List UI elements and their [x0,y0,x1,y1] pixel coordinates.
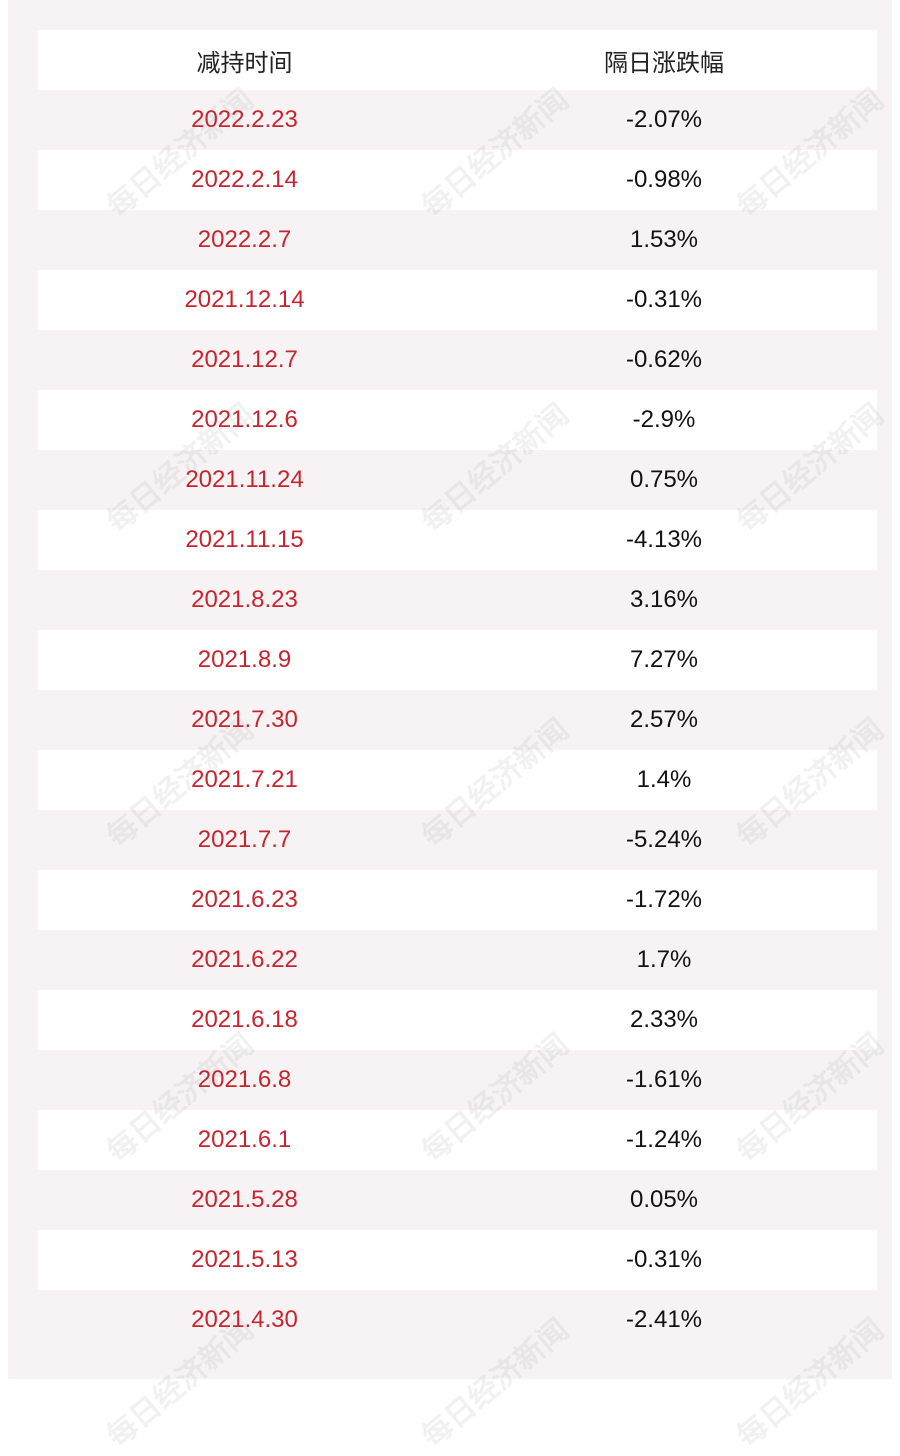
row-change: -0.31% [625,286,703,313]
row-date: 2021.6.1 [197,1126,292,1153]
row-date: 2021.4.30 [191,1306,298,1333]
row-change: -1.61% [625,1066,703,1093]
row-date: 2021.7.21 [191,766,298,793]
row-date: 2021.12.6 [191,406,298,433]
row-date: 2021.8.9 [197,646,292,673]
row-date: 2021.5.13 [191,1246,298,1273]
row-change: -2.41% [625,1306,703,1333]
row-date: 2021.6.18 [191,1006,298,1033]
table-row: 2021.6.22 1.7% [38,930,877,990]
row-date: 2021.11.15 [185,526,304,553]
row-date: 2021.12.7 [191,346,298,373]
table-row: 2021.11.24 0.75% [38,450,877,510]
row-change: -2.9% [632,406,696,433]
table-row: 2021.12.7 -0.62% [38,330,877,390]
row-date: 2021.12.14 [184,286,305,313]
row-change: 0.05% [629,1186,699,1213]
row-date: 2021.8.23 [191,586,298,613]
table-row: 2021.7.21 1.4% [38,750,877,810]
table-row: 2021.5.28 0.05% [38,1170,877,1230]
table-row: 2022.2.14 -0.98% [38,150,877,210]
row-change: 2.57% [629,706,699,733]
table-row: 2021.5.13 -0.31% [38,1230,877,1290]
row-date: 2021.11.24 [185,466,304,493]
table-row: 2021.6.18 2.33% [38,990,877,1050]
row-date: 2021.6.23 [191,886,298,913]
row-change: 1.53% [629,226,699,253]
table-header: 减持时间 隔日涨跌幅 [38,30,877,90]
table-row: 2022.2.7 1.53% [38,210,877,270]
row-change: -0.98% [625,166,703,193]
row-change: 3.16% [629,586,699,613]
table-row: 2021.4.30 -2.41% [38,1290,877,1350]
row-change: -0.31% [625,1246,703,1273]
row-date: 2022.2.14 [191,166,298,193]
row-date: 2022.2.23 [191,106,298,133]
row-change: -0.62% [625,346,703,373]
row-change: 0.75% [629,466,699,493]
row-date: 2021.6.22 [191,946,298,973]
row-date: 2021.7.7 [197,826,292,853]
table-row: 2021.8.9 7.27% [38,630,877,690]
row-change: 2.33% [629,1006,699,1033]
table-row: 2021.6.8 -1.61% [38,1050,877,1110]
row-date: 2021.5.28 [191,1186,298,1213]
row-date: 2021.7.30 [191,706,298,733]
row-change: -2.07% [625,106,703,133]
row-change: -1.24% [625,1126,703,1153]
table-row: 2021.8.23 3.16% [38,570,877,630]
data-table: 减持时间 隔日涨跌幅 2022.2.23 -2.07% 2022.2.14 -0.98… [38,30,877,1350]
row-change: -5.24% [625,826,703,853]
table-row: 2021.11.15 -4.13% [38,510,877,570]
row-date: 2022.2.7 [197,226,292,253]
table-row: 2021.7.30 2.57% [38,690,877,750]
table-row: 2021.12.6 -2.9% [38,390,877,450]
table-row: 2021.6.23 -1.72% [38,870,877,930]
row-change: 1.4% [636,766,692,793]
header-change: 隔日涨跌幅 [604,48,724,77]
row-change: -4.13% [625,526,703,553]
table-row: 2022.2.23 -2.07% [38,90,877,150]
table-row: 2021.7.7 -5.24% [38,810,877,870]
row-change: -1.72% [625,886,703,913]
row-change: 1.7% [636,946,692,973]
table-row: 2021.6.1 -1.24% [38,1110,877,1170]
row-change: 7.27% [629,646,699,673]
row-date: 2021.6.8 [197,1066,292,1093]
table-row: 2021.12.14 -0.31% [38,270,877,330]
header-date: 减持时间 [196,48,293,77]
